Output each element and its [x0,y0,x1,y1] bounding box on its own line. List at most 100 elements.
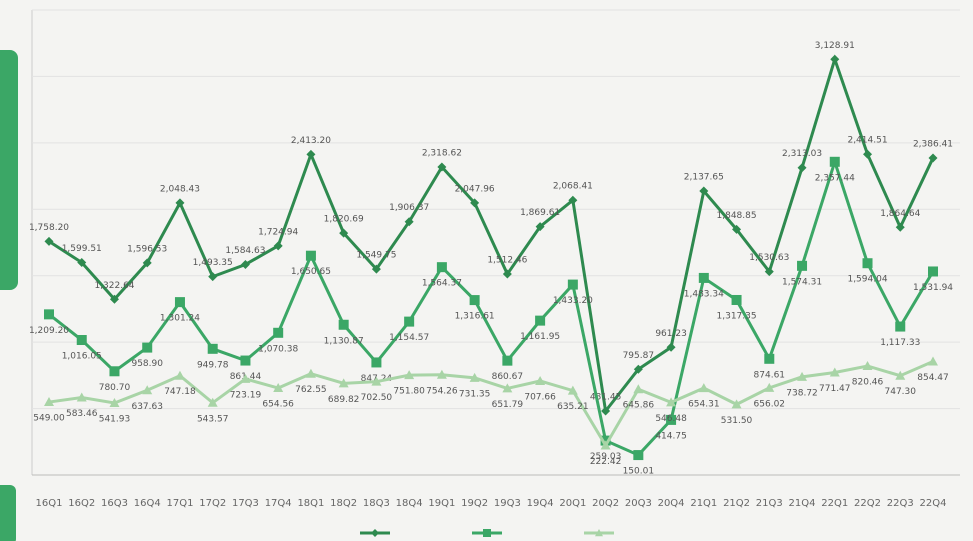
x-tick-label: 22Q2 [854,498,881,509]
point [44,397,54,407]
data-label: 1,820.69 [324,215,364,225]
data-label: 1,016.05 [62,352,102,362]
point [404,316,415,327]
point [338,378,349,388]
data-label: 1,594.04 [847,275,887,285]
point [502,355,513,366]
point [502,383,513,393]
point [175,198,185,208]
point [174,297,185,308]
point [371,376,382,386]
point [436,262,447,273]
data-label: 1,758.20 [29,223,69,233]
x-tick-label: 20Q1 [559,498,586,509]
x-tick-label: 21Q2 [723,498,750,509]
point [371,357,382,368]
data-label: 150.01 [623,467,655,477]
point [666,414,677,425]
point [829,156,840,167]
data-label: 1,322.64 [94,281,134,291]
data-label: 1,493.35 [193,258,233,268]
point [601,406,611,416]
data-label: 1,869.61 [520,208,560,218]
x-tick-label: 17Q3 [232,498,259,509]
point [633,384,644,394]
point [567,279,578,290]
data-label: 2,047.96 [455,184,495,194]
data-label: 1,584.63 [225,246,265,256]
point [76,392,87,402]
data-label: 1,070.38 [258,344,298,354]
x-tick-label: 22Q3 [887,498,914,509]
series-line [48,54,935,415]
side-panel [0,50,18,290]
data-label: 689.82 [328,395,360,405]
data-label: 1,209.20 [29,326,69,336]
point [797,163,807,173]
data-label: 414.75 [655,431,687,441]
data-label: 820.46 [852,377,884,387]
point [633,364,643,374]
data-label: 2,313.03 [782,149,822,159]
x-tick-label: 16Q2 [68,498,95,509]
data-label: 543.57 [197,414,229,424]
data-label: 731.35 [459,389,491,399]
point [469,295,480,306]
point [862,360,873,370]
x-tick-label: 21Q1 [690,498,717,509]
data-label: 1,433.20 [553,296,593,306]
point [469,372,480,382]
point [240,373,251,383]
data-label: 780.70 [99,383,131,393]
point [437,162,447,172]
data-label: 1,650.65 [291,267,331,277]
x-tick-label: 16Q1 [36,498,63,509]
data-label: 549.00 [33,414,65,424]
data-label: 723.19 [230,390,262,400]
point [240,259,250,269]
x-tick-label: 17Q2 [199,498,226,509]
data-label: 958.90 [131,359,163,369]
point [306,149,316,159]
x-tick-label: 19Q3 [494,498,521,509]
x-tick-label: 19Q1 [428,498,455,509]
data-label: 1,599.51 [62,244,102,254]
data-label: 2,413.20 [291,136,331,146]
data-label: 651.79 [492,400,524,410]
point [830,54,840,64]
x-tick-label: 19Q2 [461,498,488,509]
point [535,222,545,232]
data-label: 874.61 [754,370,786,380]
data-label: 259.03 [590,452,622,462]
data-label: 2,048.43 [160,184,200,194]
point [371,264,381,274]
data-label: 635.21 [557,402,589,412]
point [208,272,218,282]
point [633,450,644,461]
data-label: 1,130.87 [324,336,364,346]
point [797,371,808,381]
point [731,399,742,409]
data-label: 654.31 [688,400,720,410]
point [502,269,512,279]
data-label: 654.56 [262,400,294,410]
point [732,224,742,234]
legend-marker [595,529,603,537]
data-label: 637.63 [131,402,163,412]
data-label: 2,137.65 [684,172,724,182]
data-label: 860.67 [492,372,524,382]
point [207,343,218,354]
point [436,369,447,379]
x-tick-label: 18Q4 [396,498,423,509]
x-tick-label: 22Q1 [821,498,848,509]
data-label: 1,530.63 [749,253,789,263]
data-label: 2,357.44 [815,173,855,183]
point [44,236,54,246]
point [862,258,873,269]
data-label: 747.18 [164,387,196,397]
point [76,335,87,346]
point [698,272,709,283]
data-label: 645.86 [623,401,655,411]
point [928,356,938,366]
data-label: 222.42 [590,457,622,467]
